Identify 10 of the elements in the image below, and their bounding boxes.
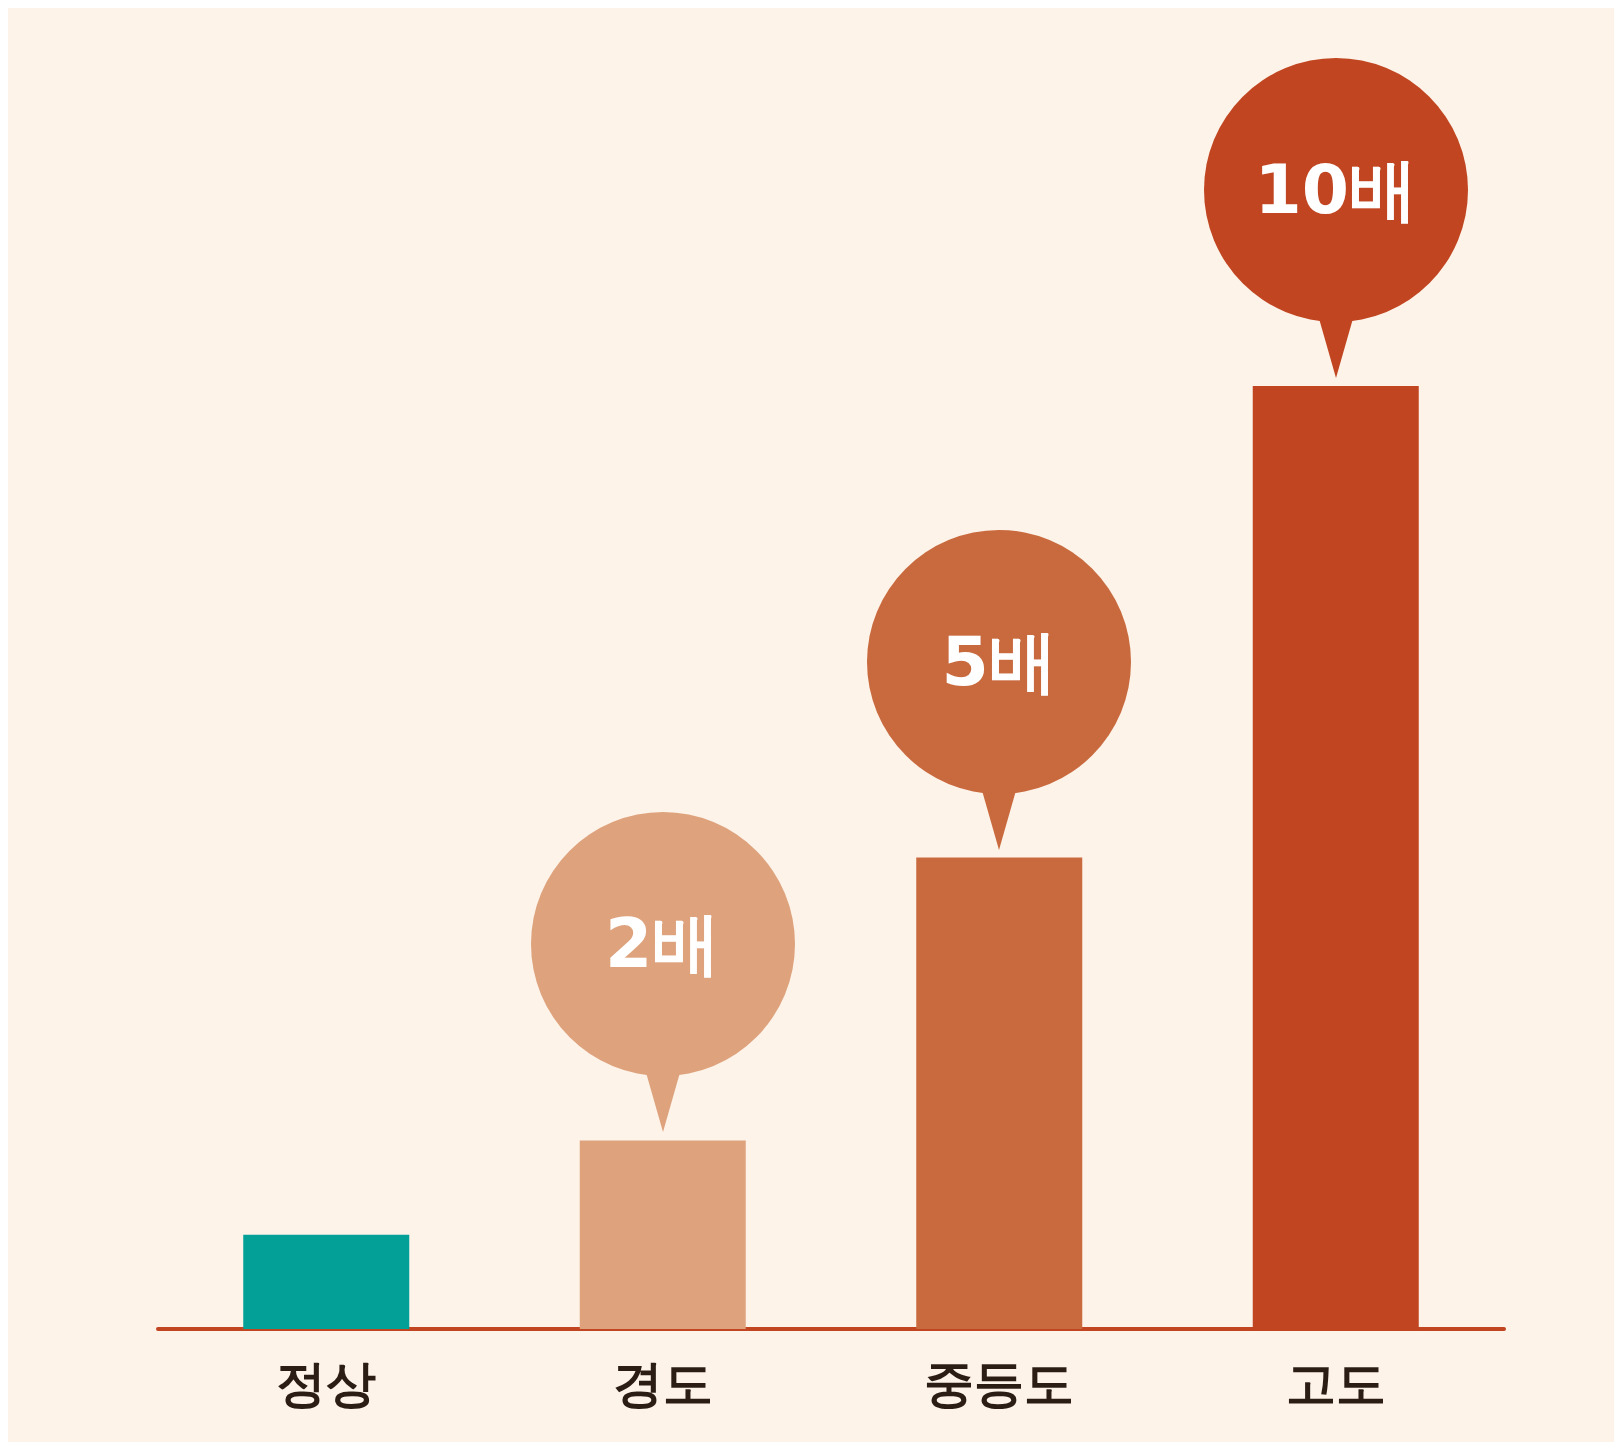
bar bbox=[243, 1234, 410, 1329]
data-label: 10배 bbox=[1253, 150, 1419, 230]
data-label: 5배 bbox=[940, 621, 1058, 702]
x-tick-label: 정상 bbox=[276, 1355, 377, 1413]
x-tick-label: 경도 bbox=[612, 1355, 713, 1413]
bar bbox=[579, 1140, 746, 1329]
x-tick-label: 고도 bbox=[1285, 1355, 1386, 1413]
x-tick-label: 중등도 bbox=[924, 1355, 1075, 1413]
bar bbox=[916, 857, 1083, 1329]
data-label: 2배 bbox=[604, 904, 722, 985]
